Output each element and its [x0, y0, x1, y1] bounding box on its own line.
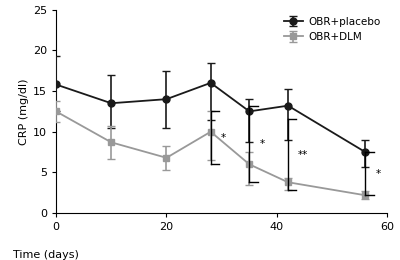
Text: Time (days): Time (days) — [13, 250, 79, 260]
Text: *: * — [375, 169, 380, 179]
Text: *: * — [221, 133, 226, 143]
Legend: OBR+placebo, OBR+DLM: OBR+placebo, OBR+DLM — [282, 15, 382, 44]
Text: **: ** — [298, 150, 308, 160]
Y-axis label: CRP (mg/dl): CRP (mg/dl) — [19, 78, 29, 145]
Text: *: * — [259, 139, 264, 149]
